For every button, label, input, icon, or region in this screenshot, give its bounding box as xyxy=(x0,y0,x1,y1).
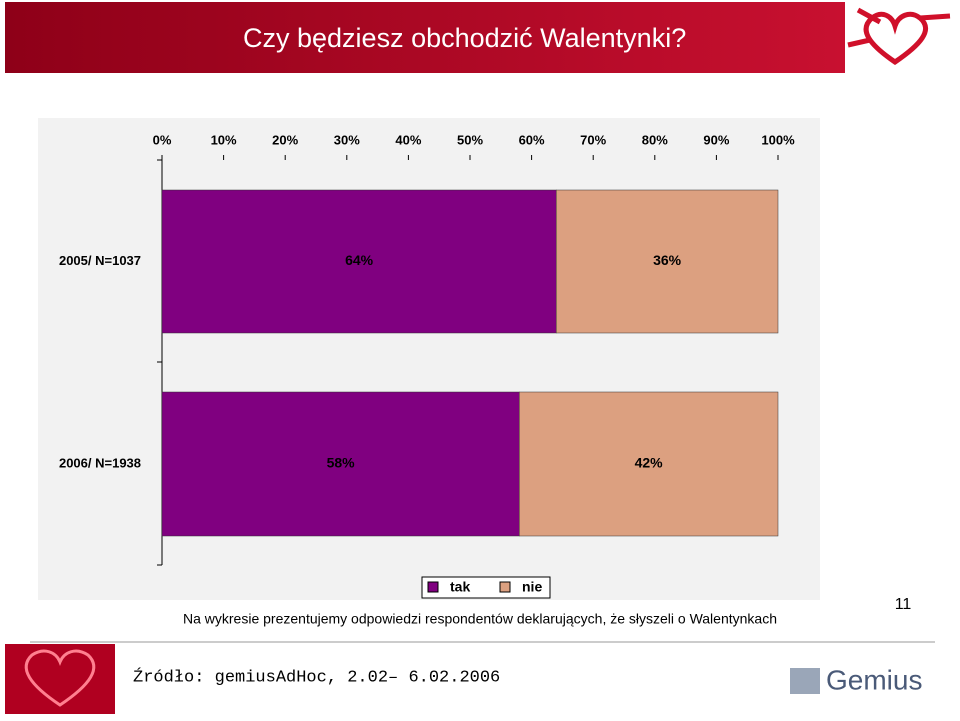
x-tick-label: 40% xyxy=(395,132,421,147)
x-tick-label: 30% xyxy=(334,132,360,147)
legend: tak nie xyxy=(421,576,551,599)
header-bar xyxy=(5,2,845,73)
heart-logo xyxy=(847,7,951,66)
x-tick-label: 70% xyxy=(580,132,606,147)
x-tick-label: 10% xyxy=(211,132,237,147)
gemius-logo: Gemius xyxy=(790,664,922,695)
legend-label: tak xyxy=(450,579,470,595)
footer-heart xyxy=(5,644,115,714)
category-label: 2005/ N=1037 xyxy=(59,253,141,268)
logo-text: Gemius xyxy=(826,664,922,695)
bar-segment xyxy=(161,189,557,334)
x-tick-label: 50% xyxy=(457,132,483,147)
x-tick-label: 60% xyxy=(519,132,545,147)
caption: Na wykresie prezentujemy odpowiedzi resp… xyxy=(183,611,777,627)
legend-swatch xyxy=(427,581,439,593)
page-number: 11 xyxy=(895,596,912,613)
legend-box xyxy=(421,576,551,599)
x-tick-label: 20% xyxy=(272,132,298,147)
x-tick-label: 0% xyxy=(153,132,172,147)
bar-segment xyxy=(519,391,779,537)
legend-swatch xyxy=(499,581,511,593)
x-tick-label: 80% xyxy=(642,132,668,147)
category-label: 2006/ N=1938 xyxy=(59,455,141,470)
value-label: 36% xyxy=(653,252,682,268)
x-tick-label: 90% xyxy=(703,132,729,147)
slide-title: Czy będziesz obchodzić Walentynki? xyxy=(243,23,686,53)
bar-segment xyxy=(555,189,779,334)
source: Źródło: gemiusAdHoc, 2.02– 6.02.2006 xyxy=(133,667,500,687)
value-label: 58% xyxy=(327,455,356,471)
legend-label: nie xyxy=(522,579,542,595)
value-label: 42% xyxy=(635,455,664,471)
bar-segment xyxy=(161,391,520,537)
value-label: 64% xyxy=(345,252,374,268)
x-tick-label: 100% xyxy=(761,132,795,147)
